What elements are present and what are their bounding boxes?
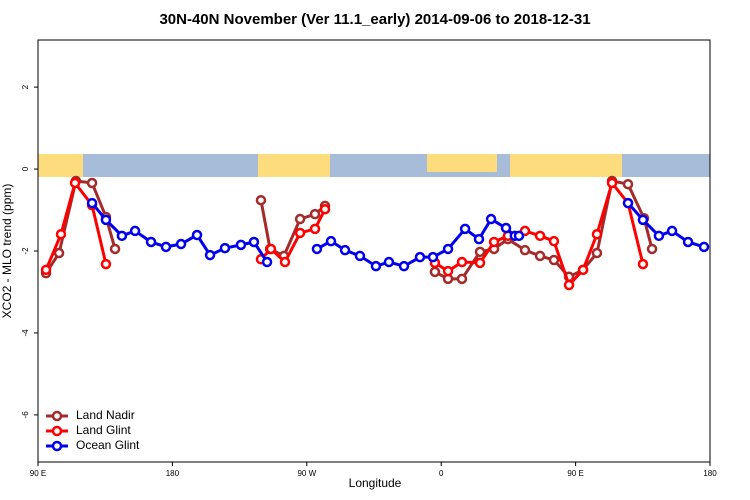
point [309,208,321,220]
point [488,236,500,248]
map-strip [38,154,710,177]
point [456,273,468,285]
legend-swatch-point [51,410,63,422]
x-tick-label: 180 [703,469,717,478]
point [429,266,441,278]
point [354,250,366,262]
legend-swatch-point [51,425,63,437]
y-tick-label: 0 [21,166,30,171]
point [666,225,678,237]
legend-swatch-point [51,440,63,452]
point [191,229,203,241]
legend-label: Ocean Glint [76,438,140,452]
y-tick-label: -4 [21,329,30,337]
point [698,241,710,253]
point [255,194,267,206]
point [370,260,382,272]
point [40,264,52,276]
point [265,243,277,255]
x-tick-label: 0 [439,469,444,478]
point [86,197,98,209]
point [459,223,471,235]
land [38,154,83,177]
point [219,242,231,254]
point [513,230,525,242]
point [261,256,273,268]
point [637,258,649,270]
y-axis-label: XCO2 - MLO trend (ppm) [0,184,14,319]
point [606,177,618,189]
point [442,265,454,277]
point [319,203,331,215]
point [109,243,121,255]
x-tick-label: 90 E [30,469,46,478]
point [637,214,649,226]
point [279,256,291,268]
x-tick-label: 180 [166,469,180,478]
point [653,230,665,242]
point [485,213,497,225]
point [311,243,323,255]
point [53,247,65,259]
x-tick-label: 90 W [297,469,316,478]
point [100,214,112,226]
point [534,230,546,242]
land [510,154,622,177]
point [591,228,603,240]
point [646,243,658,255]
point [294,227,306,239]
point [86,177,98,189]
point [294,213,306,225]
point [622,178,634,190]
point [474,246,486,258]
point [682,236,694,248]
point [398,260,410,272]
point [235,239,247,251]
point [129,225,141,237]
y-tick-label: -2 [21,247,30,255]
x-axis-label: Longitude [349,476,402,490]
point [474,257,486,269]
chart-title: 30N-40N November (Ver 11.1_early) 2014-0… [159,11,590,28]
point [160,241,172,253]
point [339,244,351,256]
legend-label: Land Glint [76,423,131,437]
y-tick-label: -6 [21,411,30,419]
point [591,247,603,259]
point [519,244,531,256]
point [414,251,426,263]
point [548,254,560,266]
point [622,197,634,209]
point [442,243,454,255]
point [456,256,468,268]
point [325,235,337,247]
x-tick-label: 90 E [567,469,583,478]
land [427,154,497,172]
y-tick-label: 2 [21,84,30,89]
point [175,238,187,250]
point [473,233,485,245]
point [563,279,575,291]
point [309,223,321,235]
point [116,230,128,242]
land [258,154,330,177]
point [145,236,157,248]
point [577,264,589,276]
point [427,251,439,263]
point [548,235,560,247]
point [55,228,67,240]
point [204,249,216,261]
point [383,256,395,268]
point [100,258,112,270]
point [500,222,512,234]
point [534,250,546,262]
point [69,177,81,189]
point [248,236,260,248]
legend-label: Land Nadir [76,408,135,422]
